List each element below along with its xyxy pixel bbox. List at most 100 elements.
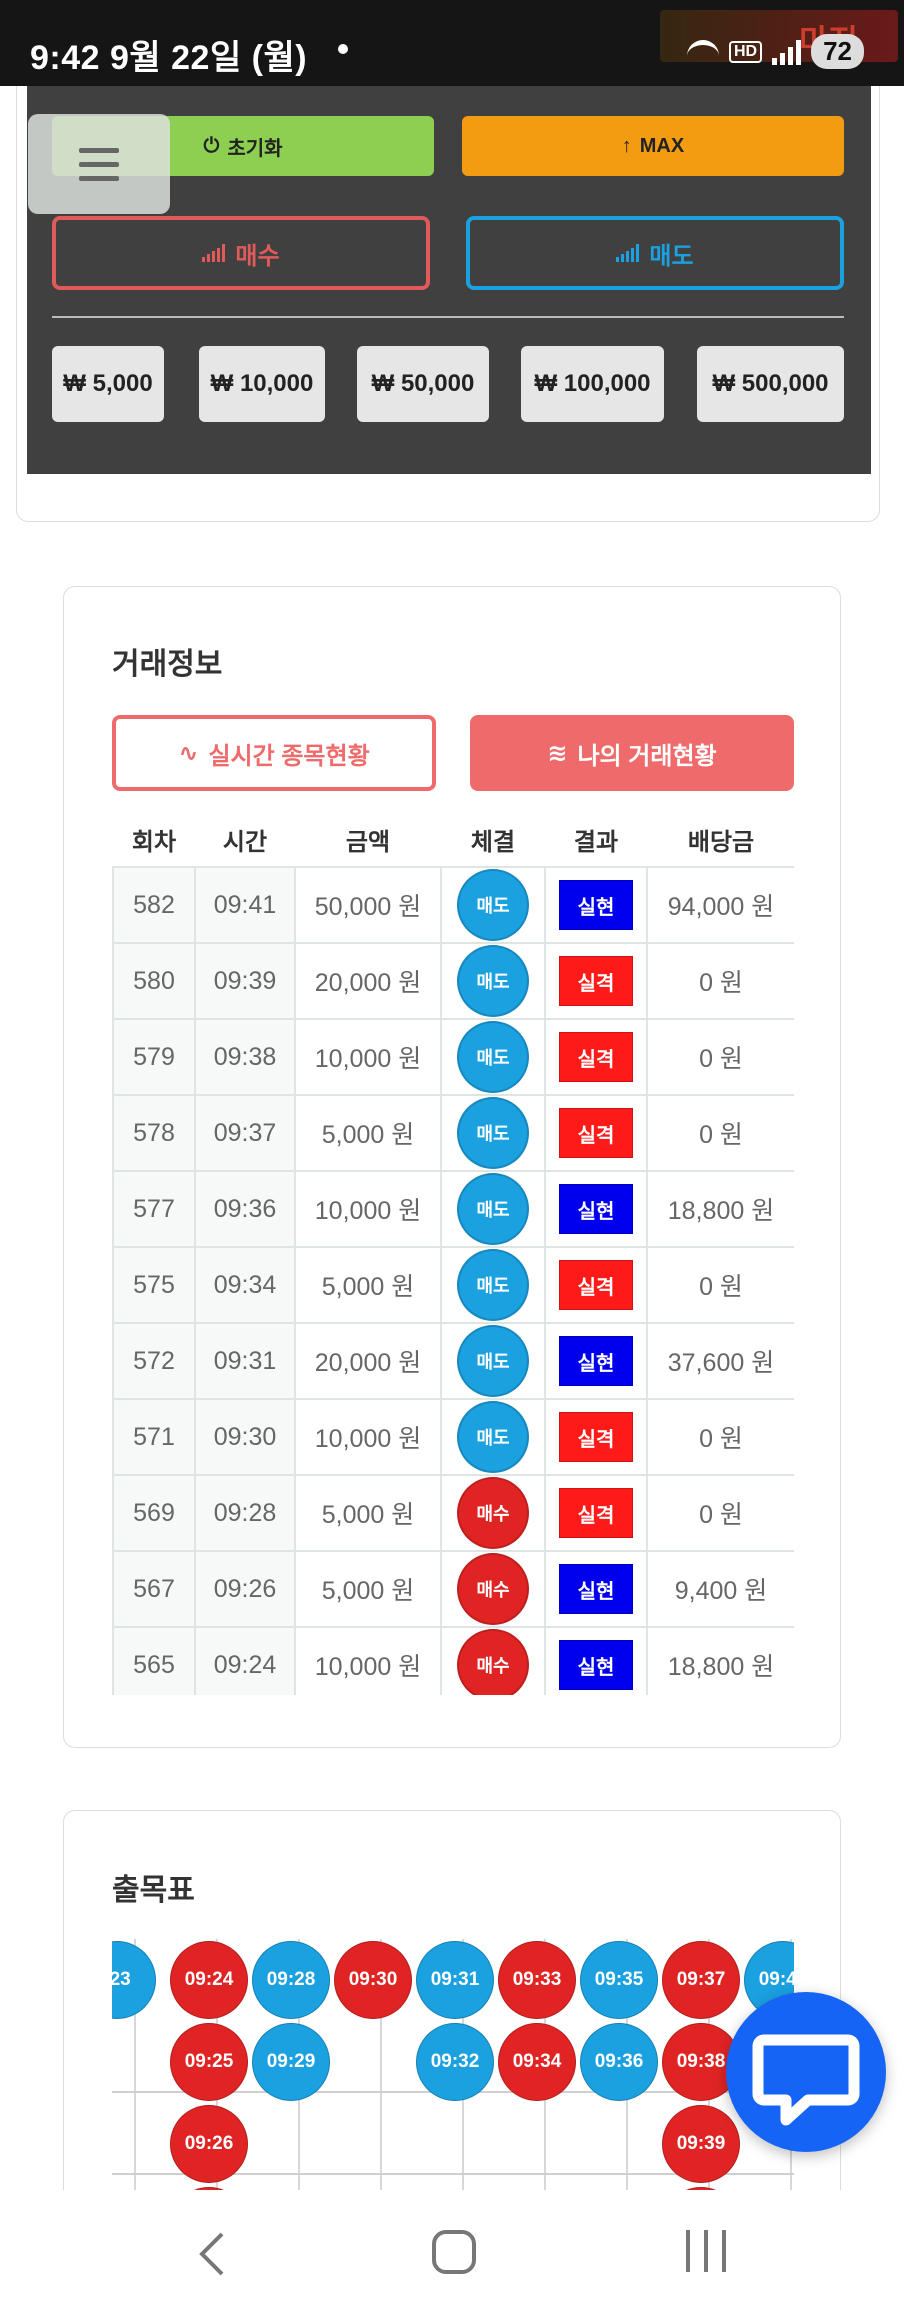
cell-time: 09:31 [194,1322,296,1400]
execution-badge: 매도 [457,1325,529,1397]
result-badge: 실격 [559,1412,633,1462]
table-row: 575 09:34 5,000 원 매도 실격 0 원 [112,1246,794,1324]
cell-amount: 20,000 원 [294,942,442,1020]
cell-execution: 매도 [440,1018,546,1096]
cell-time: 09:39 [194,942,296,1020]
cell-result: 실현 [544,1322,648,1400]
panel-divider [52,316,844,318]
column-header-payout: 배당금 [687,829,755,856]
result-badge: 실격 [559,1488,633,1538]
result-badge: 실현 [559,1640,633,1690]
table-row: 565 09:24 10,000 원 매수 실현 18,800 원 [112,1626,794,1695]
cell-round: 572 [112,1322,196,1400]
draw-result-circle: 09:26 [170,2105,248,2183]
max-button-label: MAX [639,134,685,157]
max-button[interactable]: ↑ MAX [462,116,844,176]
execution-badge: 매도 [457,1021,529,1093]
cell-execution: 매도 [440,1170,546,1248]
table-row: 572 09:31 20,000 원 매도 실현 37,600 원 [112,1322,794,1400]
tab-live-status-label: 실시간 종목현황 [208,742,370,770]
cell-round: 578 [112,1094,196,1172]
cell-amount: 10,000 원 [294,1018,442,1096]
arrow-up-icon: ↑ [621,134,632,157]
cell-execution: 매도 [440,1398,546,1476]
column-header-time: 시간 [222,829,268,856]
execution-badge: 매도 [457,1097,529,1169]
cell-amount: 5,000 원 [294,1246,442,1324]
column-header-execution: 체결 [470,829,516,856]
chat-button[interactable] [726,1992,886,2152]
table-row: 571 09:30 10,000 원 매도 실격 0 원 [112,1398,794,1476]
amount-button-5000[interactable]: ₩ 5,000 [52,346,164,422]
draw-result-circle: 09:33 [498,1941,576,2019]
cell-time: 09:36 [194,1170,296,1248]
tab-live-status[interactable]: ∿ 실시간 종목현황 [112,715,436,791]
power-icon: ⏻ [203,134,220,157]
draw-chart-grid[interactable]: :2309:2409:2509:2609:2809:2909:3009:3109… [112,1939,794,2230]
waves-icon: ≋ [547,739,568,767]
cell-time: 09:34 [194,1246,296,1324]
execution-badge: 매수 [457,1553,529,1625]
cell-payout: 18,800 원 [646,1170,794,1248]
cell-payout: 0 원 [646,1474,794,1552]
menu-button[interactable] [28,114,170,214]
cell-time: 09:26 [194,1550,296,1628]
execution-badge: 매도 [457,1173,529,1245]
draw-result-circle: 09:35 [580,1941,658,2019]
pulse-icon: ∿ [178,739,199,767]
table-row: 582 09:41 50,000 원 매도 실현 94,000 원 [112,866,794,944]
trade-table-scroll[interactable]: 회차 시간 금액 체결 결과 배당금 582 09:41 50,000 원 매도 실현 9… [112,813,794,1695]
buy-button[interactable]: 매수 [52,216,430,290]
cell-result: 실격 [544,1398,648,1476]
cell-amount: 50,000 원 [294,866,442,944]
cell-result: 실격 [544,942,648,1020]
tab-my-trades[interactable]: ≋ 나의 거래현황 [470,715,794,791]
result-badge: 실격 [559,1260,633,1310]
signal-icon [772,39,802,65]
cell-result: 실격 [544,1246,648,1324]
sell-button[interactable]: 매도 [466,216,844,290]
battery-icon: 72 [811,34,864,69]
cell-result: 실격 [544,1018,648,1096]
amount-button-500000[interactable]: ₩ 500,000 [697,346,844,422]
amount-button-100000[interactable]: ₩ 100,000 [521,346,664,422]
cell-execution: 매수 [440,1550,546,1628]
cell-round: 567 [112,1550,196,1628]
notification-dot-icon [338,44,348,54]
draw-result-circle: 09:31 [416,1941,494,2019]
draw-result-circle: 09:39 [662,2105,740,2183]
trade-table: 회차 시간 금액 체결 결과 배당금 582 09:41 50,000 원 매도 실현 9… [112,813,794,1695]
cell-execution: 매도 [440,1094,546,1172]
cell-payout: 0 원 [646,942,794,1020]
cell-amount: 10,000 원 [294,1170,442,1248]
cell-round: 569 [112,1474,196,1552]
amount-button-50000[interactable]: ₩ 50,000 [357,346,489,422]
result-badge: 실현 [559,880,633,930]
execution-badge: 매도 [457,869,529,941]
table-row: 569 09:28 5,000 원 매수 실격 0 원 [112,1474,794,1552]
cell-execution: 매도 [440,942,546,1020]
home-icon[interactable] [432,2230,476,2274]
cell-payout: 18,800 원 [646,1626,794,1695]
status-bar: 9:42 9월 22일 (월) 마진 HD 72 [0,0,904,86]
cell-payout: 9,400 원 [646,1550,794,1628]
signal-bars-icon [616,244,640,262]
amount-button-10000[interactable]: ₩ 10,000 [199,346,325,422]
result-badge: 실현 [559,1336,633,1386]
recents-icon[interactable] [686,2230,726,2272]
cell-payout: 0 원 [646,1094,794,1172]
cell-amount: 10,000 원 [294,1626,442,1695]
trade-info-card: 거래정보 ∿ 실시간 종목현황 ≋ 나의 거래현황 회차 시간 금액 체결 결과… [63,586,841,1748]
cell-amount: 20,000 원 [294,1322,442,1400]
cell-execution: 매도 [440,1246,546,1324]
back-icon[interactable] [184,2224,244,2284]
cell-amount: 5,000 원 [294,1550,442,1628]
cell-time: 09:28 [194,1474,296,1552]
result-badge: 실격 [559,1108,633,1158]
cell-round: 580 [112,942,196,1020]
cell-payout: 94,000 원 [646,866,794,944]
result-badge: 실격 [559,1032,633,1082]
cell-payout: 0 원 [646,1018,794,1096]
table-row: 577 09:36 10,000 원 매도 실현 18,800 원 [112,1170,794,1248]
trade-table-header: 회차 시간 금액 체결 결과 배당금 [113,813,794,867]
